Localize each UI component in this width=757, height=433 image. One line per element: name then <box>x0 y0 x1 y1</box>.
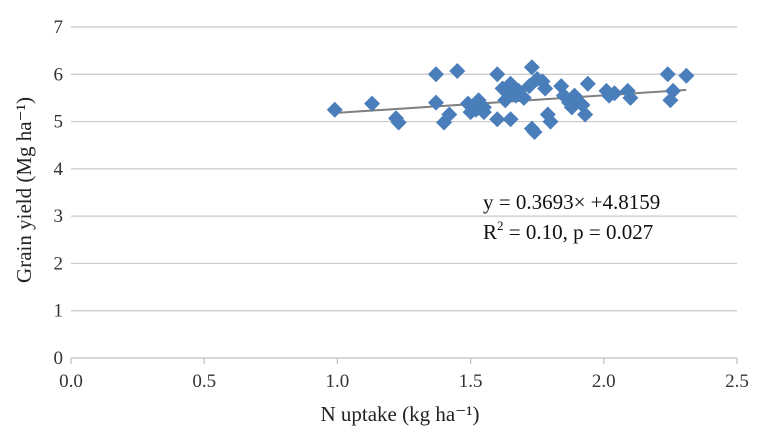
data-point <box>659 66 676 83</box>
data-point <box>579 75 596 92</box>
data-point <box>665 82 682 99</box>
data-point <box>523 59 540 76</box>
gridlines <box>71 26 737 312</box>
data-point <box>489 111 506 128</box>
r-superscript: 2 <box>497 218 504 233</box>
data-point <box>326 101 343 118</box>
r-label: R <box>483 220 497 244</box>
data-point <box>515 89 532 106</box>
data-point <box>606 85 623 102</box>
data-point <box>427 94 444 111</box>
data-point <box>622 89 639 106</box>
x-tick-labels: 0.0 0.5 1.0 1.5 2.0 2.5 <box>59 358 749 392</box>
x-tick-label: 2.0 <box>592 371 616 392</box>
data-point <box>526 123 543 140</box>
data-point <box>537 80 554 97</box>
x-tick-label: 2.5 <box>725 371 749 392</box>
data-points <box>326 59 695 140</box>
data-point <box>542 113 559 130</box>
y-tick-label: 5 <box>54 112 64 133</box>
data-point <box>364 95 381 112</box>
x-tick-label: 1.0 <box>326 371 350 392</box>
data-point <box>441 106 458 123</box>
y-tick-label: 1 <box>54 301 64 322</box>
data-point <box>449 62 466 79</box>
data-point <box>489 66 506 83</box>
y-tick-label: 3 <box>54 206 64 227</box>
data-point <box>475 104 492 121</box>
r-value-text: = 0.10, p = 0.027 <box>504 220 654 244</box>
y-tick-labels: 0 1 2 3 4 5 6 7 <box>54 17 64 369</box>
y-tick-label: 6 <box>54 64 64 85</box>
y-tick-label: 0 <box>54 348 64 369</box>
regression-equation: y = 0.3693× +4.8159 <box>483 190 660 214</box>
data-point <box>502 111 519 128</box>
data-point <box>427 66 444 83</box>
y-tick-label: 4 <box>54 159 64 180</box>
data-point <box>577 106 594 123</box>
y-tick-label: 7 <box>54 17 64 38</box>
regression-stats: R2 = 0.10, p = 0.027 <box>483 218 653 244</box>
x-axis-title: N uptake (kg ha⁻¹) <box>320 402 479 426</box>
x-tick-label: 0.5 <box>192 371 216 392</box>
x-tick-label: 1.5 <box>459 371 483 392</box>
x-tick-label: 0.0 <box>59 371 83 392</box>
data-point <box>678 67 695 84</box>
y-tick-label: 2 <box>54 253 64 274</box>
data-point <box>390 114 407 131</box>
y-axis-title: Grain yield (Mg ha⁻¹) <box>12 97 36 283</box>
